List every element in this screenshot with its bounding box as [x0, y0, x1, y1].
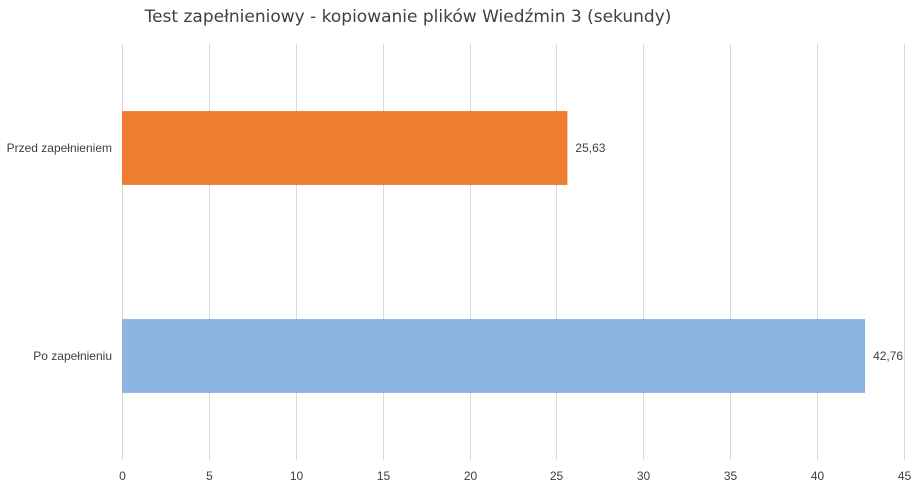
data-label: 42,76 [873, 349, 903, 363]
x-tick-label: 0 [119, 469, 126, 483]
x-tick-label: 45 [898, 469, 912, 483]
x-tick-label: 5 [206, 469, 213, 483]
category-label: Przed zapełnieniem [7, 141, 112, 155]
x-tick-label: 10 [290, 469, 304, 483]
labels: 0 5 10 15 20 25 30 35 40 45 Przed zapełnieniem 25,6… [7, 141, 912, 483]
chart-title: Test zapełnieniowy - kopiowanie plików W… [144, 7, 672, 27]
x-tick-label: 15 [377, 469, 391, 483]
x-tick-label: 35 [724, 469, 738, 483]
bar-2 [122, 319, 866, 393]
x-tick-label: 25 [550, 469, 564, 483]
gridlines [122, 44, 905, 460]
x-tick-label: 30 [637, 469, 651, 483]
bar-1 [122, 111, 568, 185]
x-tick-label: 20 [464, 469, 478, 483]
category-label: Po zapełnieniu [33, 349, 112, 363]
data-label: 25,63 [575, 141, 605, 155]
x-tick-label: 40 [811, 469, 825, 483]
bars [122, 111, 866, 393]
